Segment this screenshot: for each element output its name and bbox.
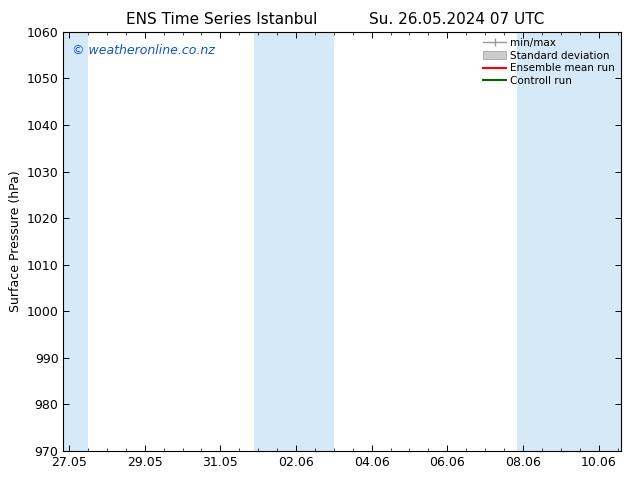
Text: © weatheronline.co.nz: © weatheronline.co.nz	[72, 45, 214, 57]
Bar	[63, 32, 88, 451]
Bar	[542, 32, 621, 451]
Y-axis label: Surface Pressure (hPa): Surface Pressure (hPa)	[10, 171, 22, 312]
Bar	[517, 32, 542, 451]
Text: ENS Time Series Istanbul: ENS Time Series Istanbul	[126, 12, 318, 27]
Legend: min/max, Standard deviation, Ensemble mean run, Controll run: min/max, Standard deviation, Ensemble me…	[480, 35, 618, 89]
Bar	[254, 32, 277, 451]
Bar	[277, 32, 334, 451]
Text: Su. 26.05.2024 07 UTC: Su. 26.05.2024 07 UTC	[369, 12, 544, 27]
